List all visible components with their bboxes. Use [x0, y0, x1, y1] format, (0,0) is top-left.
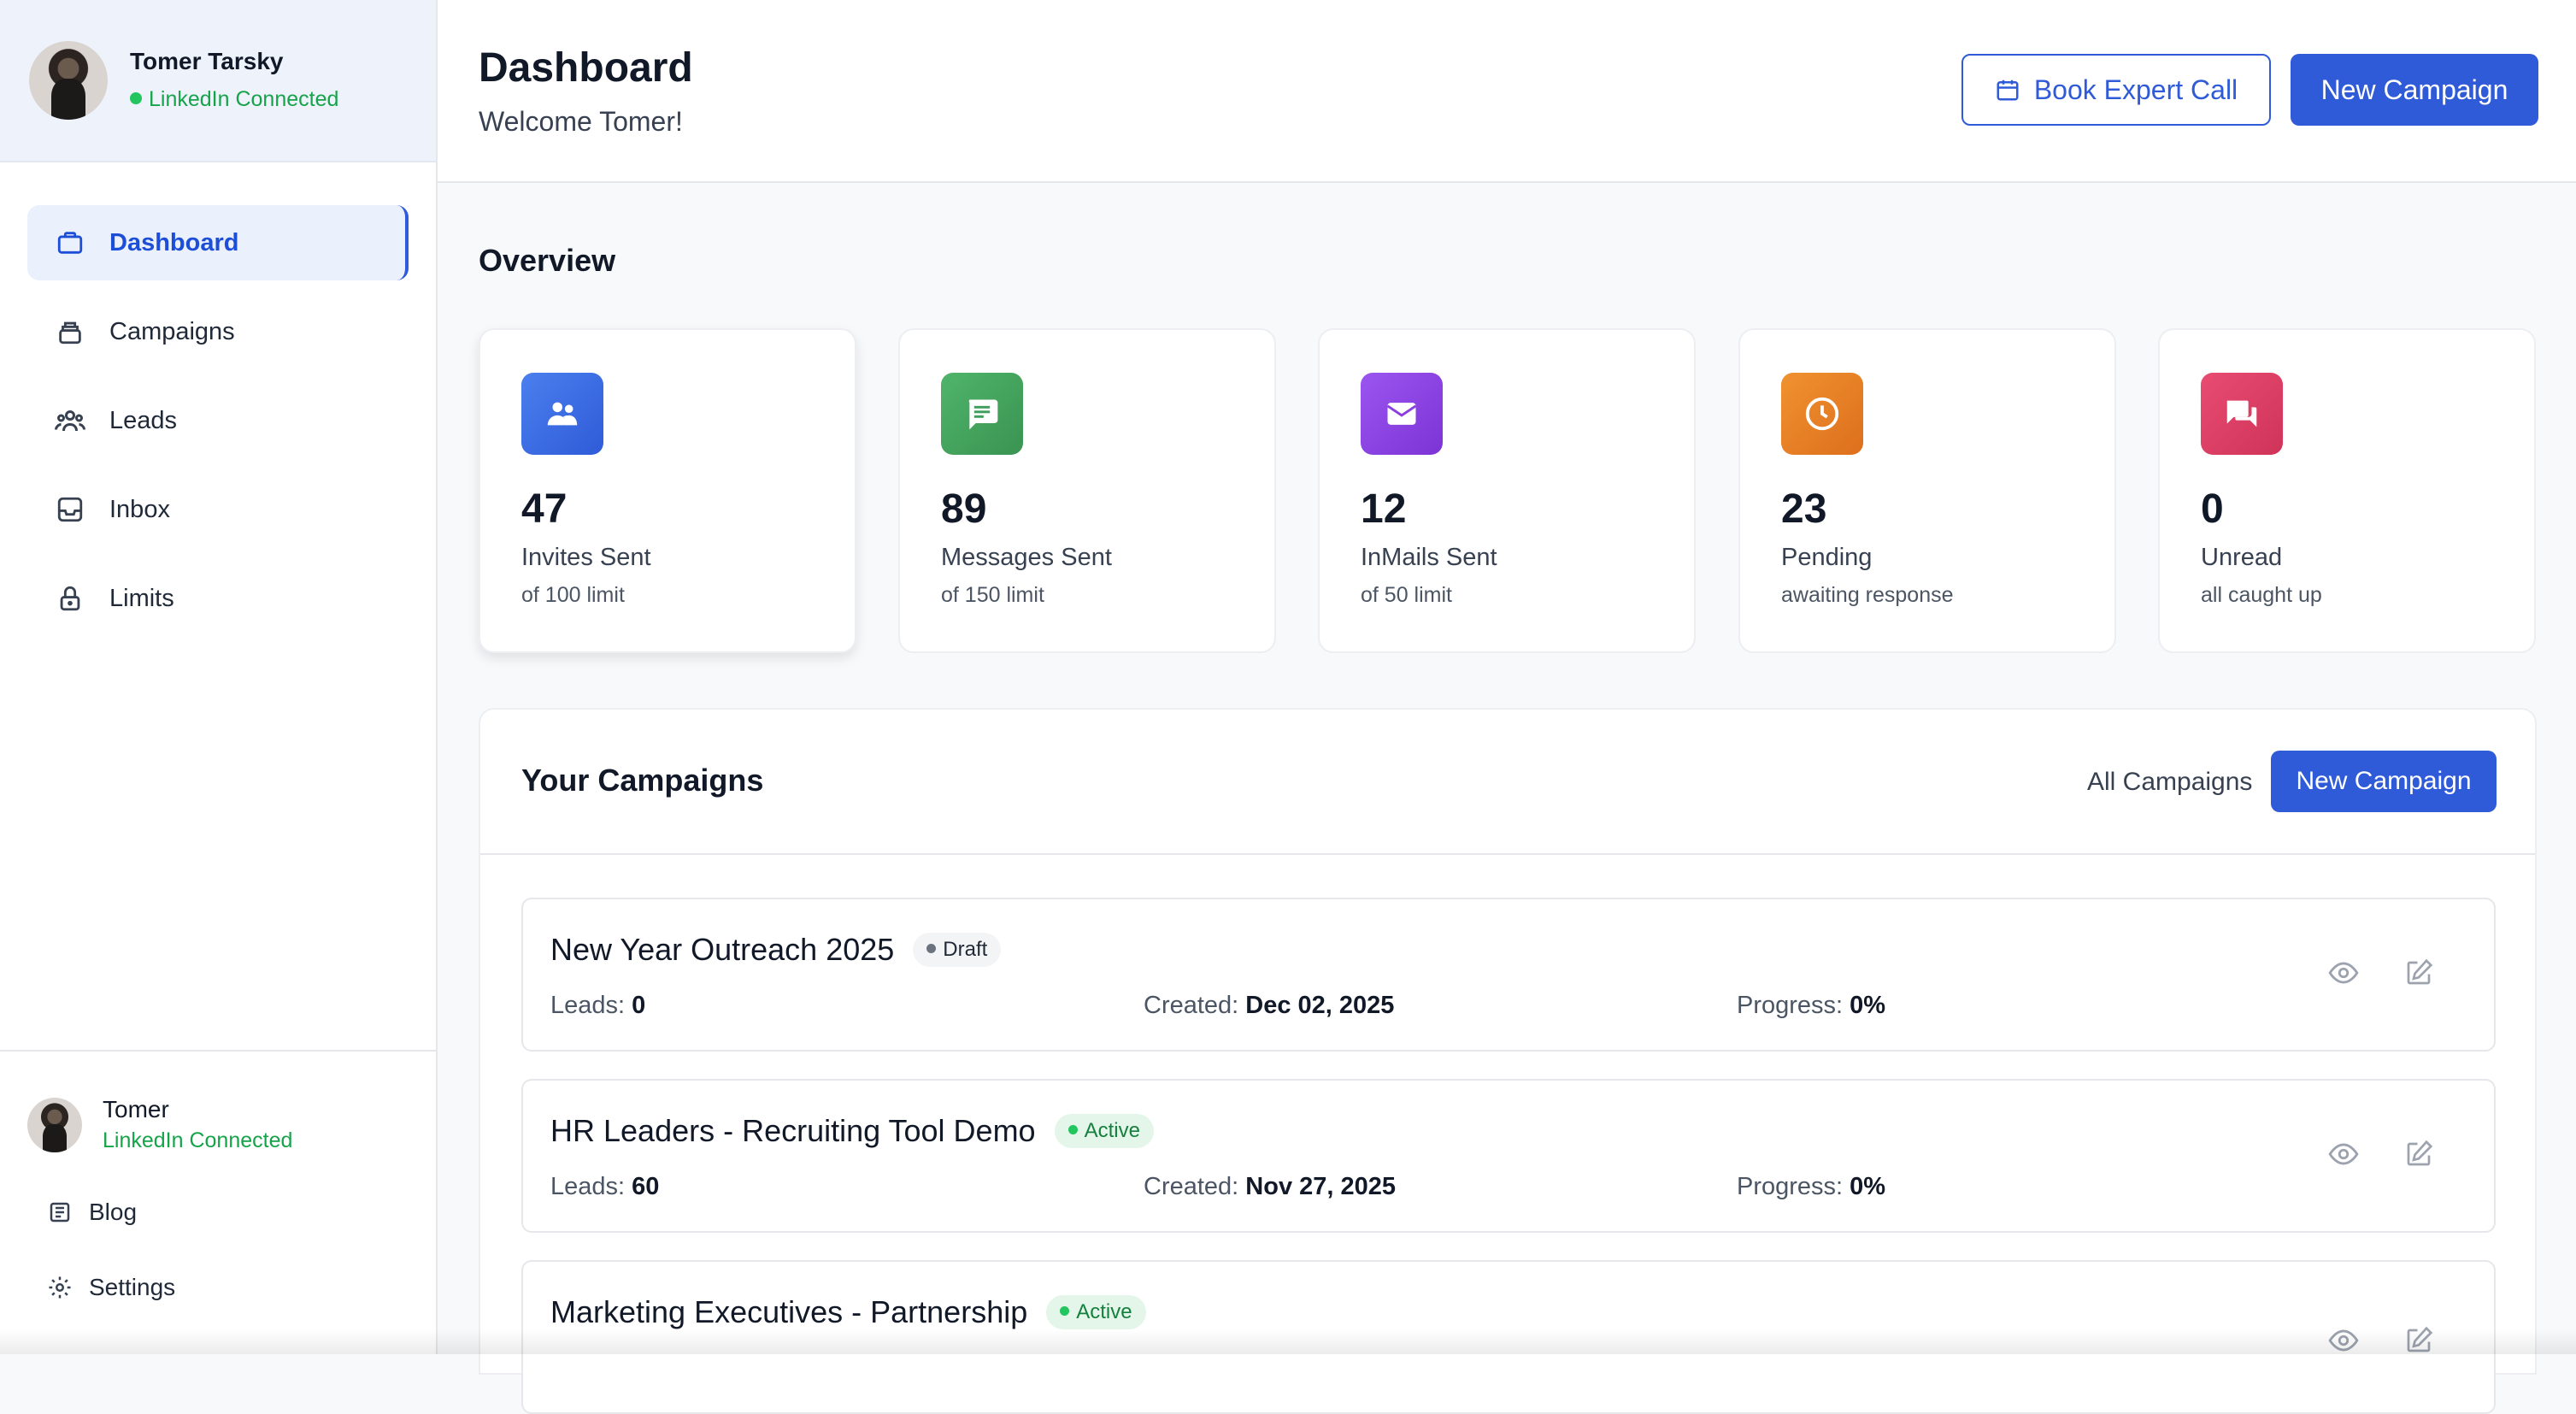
view-icon[interactable] — [2325, 1135, 2362, 1173]
campaign-name: New Year Outreach 2025 Draft — [550, 932, 1002, 968]
campaign-row[interactable]: New Year Outreach 2025 Draft Leads: 0 Cre… — [521, 898, 2496, 1052]
stat-value: 47 — [521, 486, 568, 532]
mail-icon — [1361, 373, 1443, 455]
lock-icon — [55, 583, 85, 614]
calendar-icon — [1995, 77, 2020, 103]
campaign-name: Marketing Executives - Partnership Active — [550, 1294, 1146, 1330]
avatar — [27, 1098, 82, 1152]
status-badge: Draft — [913, 933, 1002, 967]
linkedin-status: LinkedIn Connected — [130, 87, 338, 112]
stat-sublabel: of 100 limit — [521, 583, 625, 607]
campaigns-panel: Your Campaigns All Campaigns New Campaig… — [479, 708, 2537, 1414]
sidebar-item-inbox[interactable]: Inbox — [27, 472, 409, 547]
sidebar-item-dashboard[interactable]: Dashboard — [27, 205, 409, 280]
campaign-leads: Leads: 0 — [550, 992, 646, 1019]
scroll-shadow — [0, 1329, 2576, 1354]
briefcase-icon — [55, 227, 85, 258]
user-name: Tomer — [103, 1096, 169, 1122]
stat-sublabel: awaiting response — [1781, 583, 1954, 607]
sidebar-item-leads[interactable]: Leads — [27, 383, 409, 458]
newspaper-icon — [46, 1199, 74, 1226]
overview-title: Overview — [479, 243, 616, 278]
edit-icon[interactable] — [2400, 1322, 2438, 1359]
sidebar-item-limits[interactable]: Limits — [27, 561, 409, 636]
campaign-created: Created: Dec 02, 2025 — [1144, 992, 1395, 1019]
chat-icon — [2201, 373, 2283, 455]
status-badge: Active — [1046, 1295, 1146, 1329]
sidebar-link-settings[interactable]: Settings — [46, 1274, 175, 1301]
campaign-title: Marketing Executives - Partnership — [550, 1294, 1028, 1329]
book-expert-call-label: Book Expert Call — [2033, 74, 2238, 105]
status-badge: Active — [1054, 1114, 1154, 1148]
stat-value: 23 — [1781, 486, 1827, 532]
sidebar: Tomer Tarsky LinkedIn Connected Dashboar… — [0, 0, 438, 1354]
campaign-title: HR Leaders - Recruiting Tool Demo — [550, 1113, 1036, 1148]
sidebar-link-label: Settings — [89, 1274, 176, 1300]
sidebar-link-blog[interactable]: Blog — [46, 1199, 137, 1226]
page-title: Dashboard — [479, 45, 693, 91]
message-icon — [941, 373, 1023, 455]
stat-sublabel: of 150 limit — [941, 583, 1044, 607]
sidebar-item-label: Leads — [109, 406, 178, 434]
view-icon[interactable] — [2325, 1322, 2362, 1359]
stat-sublabel: all caught up — [2201, 583, 2322, 607]
campaign-row[interactable]: HR Leaders - Recruiting Tool Demo Active … — [521, 1079, 2496, 1233]
avatar — [29, 41, 108, 120]
stat-sublabel: of 50 limit — [1361, 583, 1452, 607]
new-campaign-button[interactable]: New Campaign — [2291, 54, 2538, 126]
edit-icon[interactable] — [2400, 954, 2438, 992]
stat-value: 0 — [2201, 486, 2224, 532]
campaign-leads: Leads: 60 — [550, 1173, 660, 1200]
sidebar-item-label: Campaigns — [109, 317, 235, 345]
sidebar-item-label: Limits — [109, 584, 174, 612]
welcome-text: Welcome Tomer! — [479, 106, 683, 137]
stat-card-invites[interactable]: 47 Invites Sent of 100 limit — [479, 328, 856, 653]
sidebar-link-label: Blog — [89, 1199, 138, 1225]
stack-icon — [55, 316, 85, 347]
clock-icon — [1781, 373, 1863, 455]
linkedin-status: LinkedIn Connected — [103, 1128, 293, 1152]
profile-card[interactable]: Tomer Tarsky LinkedIn Connected — [0, 0, 436, 162]
profile-name: Tomer Tarsky — [130, 48, 284, 74]
stat-card-pending[interactable]: 23 Pending awaiting response — [1738, 328, 2116, 653]
stat-value: 12 — [1361, 486, 1407, 532]
stat-label: Pending — [1781, 544, 1873, 571]
stat-label: Invites Sent — [521, 544, 651, 571]
edit-icon[interactable] — [2400, 1135, 2438, 1173]
sidebar-item-label: Dashboard — [109, 228, 239, 256]
page-header: Dashboard Welcome Tomer! Book Expert Cal… — [438, 0, 2576, 183]
sidebar-item-label: Inbox — [109, 495, 170, 523]
campaign-progress: Progress: 0% — [1737, 992, 1886, 1019]
new-campaign-button[interactable]: New Campaign — [2271, 751, 2497, 812]
stat-label: Unread — [2201, 544, 2283, 571]
campaign-progress: Progress: 0% — [1737, 1173, 1886, 1200]
view-icon[interactable] — [2325, 954, 2362, 992]
stat-card-messages[interactable]: 89 Messages Sent of 150 limit — [898, 328, 1276, 653]
stat-label: Messages Sent — [941, 544, 1112, 571]
inbox-icon — [55, 494, 85, 525]
status-dot-icon — [130, 92, 142, 104]
campaigns-title: Your Campaigns — [521, 763, 764, 798]
book-expert-call-button[interactable]: Book Expert Call — [1961, 54, 2271, 126]
campaign-name: HR Leaders - Recruiting Tool Demo Active — [550, 1113, 1154, 1149]
all-campaigns-link[interactable]: All Campaigns — [2087, 768, 2253, 796]
stat-value: 89 — [941, 486, 987, 532]
sidebar-item-campaigns[interactable]: Campaigns — [27, 294, 409, 369]
stat-card-inmails[interactable]: 12 InMails Sent of 50 limit — [1318, 328, 1696, 653]
stat-card-unread[interactable]: 0 Unread all caught up — [2158, 328, 2536, 653]
stat-label: InMails Sent — [1361, 544, 1497, 571]
sidebar-footer: Tomer LinkedIn Connected Blog Settings — [0, 1050, 436, 1354]
people-icon — [55, 405, 85, 436]
people-icon — [521, 373, 603, 455]
campaigns-header: Your Campaigns All Campaigns New Campaig… — [480, 710, 2535, 855]
campaign-created: Created: Nov 27, 2025 — [1144, 1173, 1397, 1200]
campaign-title: New Year Outreach 2025 — [550, 932, 895, 967]
gear-icon — [46, 1274, 74, 1301]
